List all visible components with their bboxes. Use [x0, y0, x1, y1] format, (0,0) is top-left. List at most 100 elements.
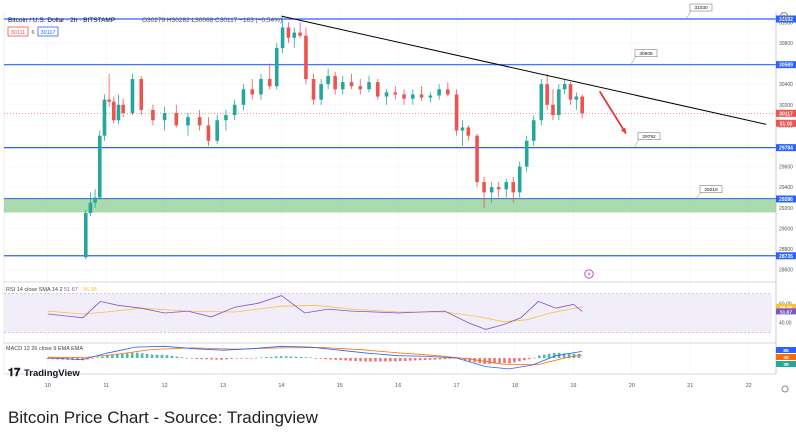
candle-body — [206, 125, 211, 141]
candles-layer — [83, 17, 584, 260]
macd-histogram-bar — [255, 357, 258, 359]
candle-body — [466, 127, 471, 136]
price-axis-tag — [776, 109, 796, 117]
descending-trendline — [281, 15, 767, 125]
macd-histogram-bar — [225, 358, 228, 360]
macd-histogram-bar — [160, 354, 164, 358]
y-tick-label: 30200 — [779, 103, 793, 109]
macd-histogram-bar — [344, 358, 347, 361]
y-tick-label: 28600 — [779, 268, 793, 274]
rsi-tick-label: 40.00 — [779, 321, 792, 327]
x-tick-label: 13 — [220, 383, 226, 389]
x-tick-label: 12 — [162, 383, 168, 389]
candle-body — [419, 94, 424, 98]
candle-body — [259, 79, 263, 95]
support-zone-tag-label: 29219 — [704, 187, 718, 193]
macd-histogram-bar — [210, 358, 213, 360]
x-tick-label: 22 — [746, 383, 752, 389]
candle-body — [93, 197, 97, 203]
macd-histogram-bar — [165, 355, 169, 358]
rsi-band — [4, 293, 772, 333]
macd-histogram-bar — [334, 358, 338, 360]
macd-histogram-bar — [101, 356, 104, 358]
macd-histogram-bar — [423, 358, 427, 360]
rsi-axis-tag — [776, 308, 796, 315]
candle-body — [531, 120, 536, 141]
price-axis-tag-label: 01:00 — [780, 121, 793, 127]
candle-body — [304, 35, 308, 79]
macd-histogram-bar — [314, 358, 318, 359]
macd-histogram-bar — [389, 358, 392, 362]
price-axis-tag — [776, 61, 796, 69]
macd-histogram-bar — [185, 357, 189, 359]
macd-histogram-bar — [155, 354, 159, 358]
candle-body — [437, 89, 441, 96]
settings-gear-icon[interactable] — [780, 12, 788, 20]
price-axis-tag — [776, 252, 796, 260]
candle-body — [186, 117, 190, 126]
candle-body — [475, 135, 479, 183]
macd-histogram-bar — [120, 353, 124, 358]
level-tag-label: 31030 — [694, 5, 708, 11]
candle-body — [539, 84, 544, 121]
macd-histogram-bar — [394, 358, 397, 362]
candle-body — [358, 86, 363, 90]
candle-body — [411, 94, 415, 99]
level-tag-box — [637, 132, 661, 140]
macd-histogram-bar — [418, 358, 422, 361]
level-tag-label: 30606 — [639, 51, 653, 57]
macd-histogram-bar — [170, 355, 174, 358]
macd-histogram-bar — [384, 358, 387, 362]
price-axis-tag-label: 30589 — [779, 63, 793, 69]
macd-histogram-bar — [493, 358, 496, 364]
chart-title: Bitcoin / U.S. Dollar · 2h · BITSTAMP — [8, 17, 115, 24]
macd-histogram-bar — [364, 358, 367, 362]
x-tick-label: 19 — [570, 383, 576, 389]
candle-body — [215, 120, 219, 141]
macd-signal-line — [47, 347, 583, 366]
sell-button[interactable] — [7, 26, 29, 37]
candle-body — [121, 104, 125, 114]
macd-histogram-bar — [513, 358, 516, 363]
macd-histogram-bar — [200, 358, 203, 360]
macd-legend: MACD 12 26 close 9 EMA EMA — [6, 346, 83, 352]
candle-body — [511, 182, 516, 193]
ohlc-readout: O30279 H30282 L30068 C30117 −163 (−0.54%… — [142, 17, 282, 24]
price-axis-tag-label: 31032 — [779, 17, 793, 23]
rsi-axis-tag-label: 56.38 — [780, 305, 792, 311]
macd-histogram-bar — [532, 357, 536, 359]
price-axis-tag — [776, 119, 796, 127]
macd-histogram-bar — [413, 358, 417, 361]
macd-histogram-bar — [175, 356, 179, 358]
y-tick-label: 31000 — [779, 20, 793, 26]
macd-line — [47, 345, 583, 370]
buy-button[interactable] — [37, 26, 59, 37]
candle-body — [402, 94, 406, 99]
y-tick-label: 29000 — [779, 226, 793, 232]
macd-histogram-bar — [463, 358, 467, 361]
macd-histogram-bar — [195, 358, 199, 360]
macd-histogram-bar — [552, 352, 556, 358]
candle-body — [517, 166, 522, 193]
macd-histogram-bar — [190, 358, 194, 359]
level-tag-label: 29792 — [642, 134, 656, 140]
price-axis-tag-label: 29286 — [779, 197, 793, 203]
event-bolt-icon[interactable] — [584, 269, 594, 279]
axes-layer: 10 11 12 13 14 15 16 17 18 19 20 21 22 28600 28800 2900… — [4, 12, 796, 389]
macd-histogram-bar — [240, 358, 243, 359]
candle-body — [446, 89, 450, 95]
spread-value: 6 — [31, 30, 34, 36]
macd-histogram-bar — [547, 353, 551, 358]
svg-text:𝟏𝟕: 𝟏𝟕 — [8, 367, 21, 379]
candle-body — [298, 32, 302, 36]
macd-histogram-bar — [215, 358, 218, 360]
rsi-legend-value: 51.67 — [64, 287, 78, 293]
axis-settings-icon[interactable] — [781, 385, 789, 393]
macd-histogram-bar — [468, 358, 472, 362]
x-tick-label: 21 — [687, 383, 693, 389]
candle-body — [292, 32, 297, 38]
price-axis-tag-label: 29784 — [779, 146, 793, 152]
candle-body — [151, 109, 155, 121]
y-tick-label: 29200 — [779, 206, 793, 212]
